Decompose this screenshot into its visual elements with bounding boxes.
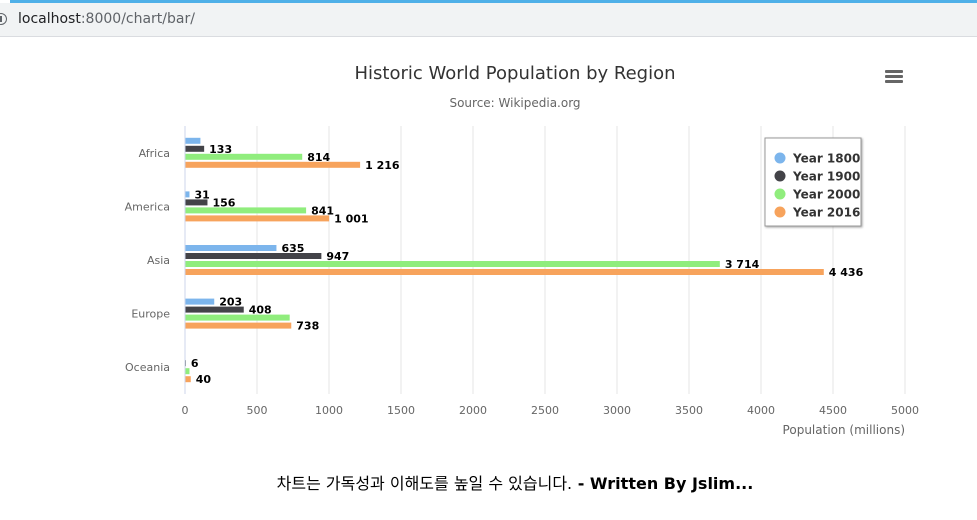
x-axis: 0 500 1000 1500 2000 2500 3000 3500 4000 4500 5000 [182,404,920,417]
bar[interactable] [185,207,307,214]
legend-label[interactable]: Year 2000 [792,188,860,202]
url-path: :8000/chart/bar/ [80,11,195,27]
bar-value-label: 1 216 [365,159,400,172]
x-tick-label: 500 [247,404,268,417]
legend: Year 1800 Year 1900 Year 2000 Year 2016 [764,137,862,227]
x-tick-label: 1000 [315,404,343,417]
url-host: localhost [18,11,81,27]
bar-value-label: 947 [326,250,349,263]
bar[interactable] [185,245,277,251]
bar-value-label: 3 714 [725,258,760,271]
x-tick-label: 0 [182,404,189,417]
bar-value-label: 738 [296,320,319,333]
bar-value-label: 408 [249,304,272,317]
bar[interactable] [185,261,720,267]
x-tick-label: 4500 [819,404,847,417]
bar-value-label: 31 [194,188,209,201]
bar[interactable] [185,322,292,329]
legend-label[interactable]: Year 2016 [792,206,860,220]
y-category-label: Oceania [125,361,170,374]
address-bar[interactable]: localhost:8000/chart/bar/ [0,3,977,37]
bar-value-label: 841 [311,204,334,217]
y-axis: Africa America Asia Europe Oceania [125,126,186,394]
x-tick-label: 3500 [675,404,703,417]
bar-value-label: 156 [212,196,235,209]
chart-container: Historic World Population by Region Sour… [0,37,977,477]
y-category-label: Asia [147,254,170,267]
bar-value-label: 203 [219,296,242,309]
x-tick-label: 4000 [747,404,775,417]
bar-value-label: 40 [196,373,212,386]
browser-top-strip [0,0,977,3]
y-category-label: America [125,200,170,213]
x-axis-title: Population (millions) [783,423,905,437]
hamburger-menu-icon[interactable] [885,70,903,83]
bar[interactable] [185,215,330,222]
bar-value-label: 4 436 [829,266,864,279]
info-icon[interactable] [0,13,7,25]
bar-value-label: 6 [191,357,199,370]
legend-marker [774,152,786,164]
x-tick-label: 3000 [603,404,631,417]
bar[interactable] [185,191,190,198]
chart-title: Historic World Population by Region [354,63,675,84]
caption-author: - Written By Jslim... [572,474,754,493]
legend-marker [774,188,786,200]
bar[interactable] [185,376,191,383]
caption-text: 차트는 가독성과 이해도를 높일 수 있습니다. [276,474,573,493]
y-category-label: Europe [131,308,170,321]
legend-marker [774,170,786,182]
x-tick-label: 2000 [459,404,487,417]
bar[interactable] [185,314,290,321]
legend-label[interactable]: Year 1800 [792,152,860,166]
chart-subtitle: Source: Wikipedia.org [449,96,580,110]
legend-marker [774,206,786,218]
bars-group [185,137,824,383]
population-bar-chart: Historic World Population by Region Sour… [125,63,920,437]
bar[interactable] [185,368,190,375]
bar[interactable] [185,253,322,259]
legend-label[interactable]: Year 1900 [792,170,860,184]
bar-value-label: 133 [209,143,232,156]
bar-value-label: 1 001 [334,212,368,225]
bar[interactable] [185,137,201,144]
x-tick-label: 1500 [387,404,415,417]
x-tick-label: 5000 [891,404,919,417]
bar[interactable] [185,269,824,275]
footer-caption: 차트는 가독성과 이해도를 높일 수 있습니다. - Written By Js… [0,470,977,494]
bar-value-label: 635 [281,242,304,255]
bar[interactable] [185,199,208,206]
url-text[interactable]: localhost:8000/chart/bar/ [18,11,195,27]
active-tab-accent [10,0,977,3]
x-tick-label: 2500 [531,404,559,417]
bar[interactable] [185,153,303,160]
bar[interactable] [185,298,215,305]
y-category-label: Africa [139,147,170,160]
bar-value-label: 814 [307,151,330,164]
bar[interactable] [185,145,205,152]
bar[interactable] [185,306,244,313]
bar[interactable] [185,161,361,168]
